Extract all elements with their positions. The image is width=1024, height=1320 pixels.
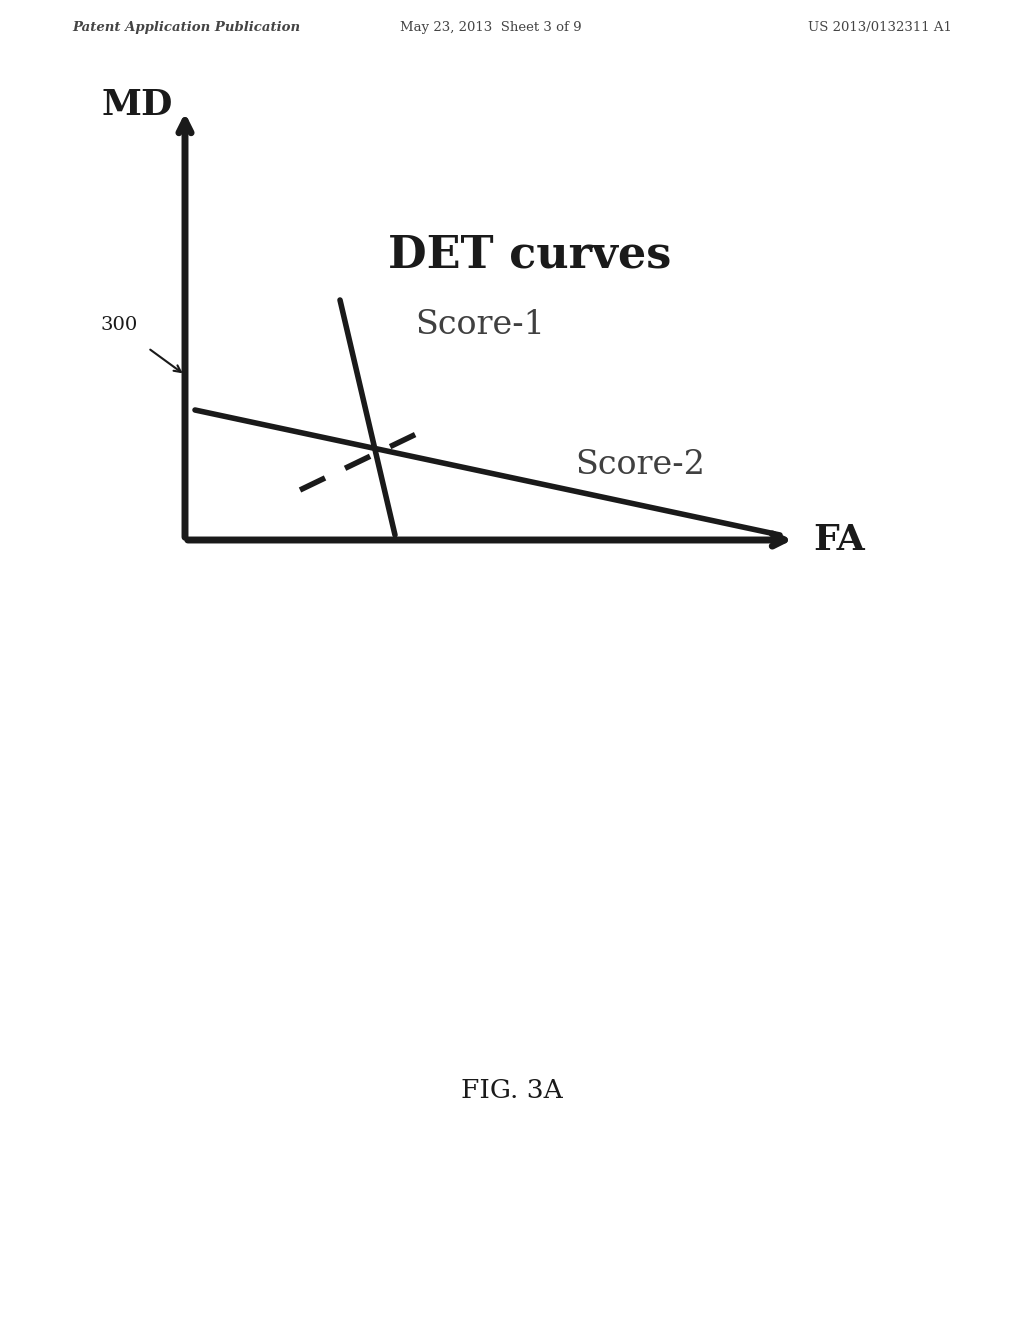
Text: MD: MD — [101, 88, 173, 121]
Text: DET curves: DET curves — [388, 234, 672, 276]
Text: Patent Application Publication: Patent Application Publication — [72, 21, 300, 33]
Text: FIG. 3A: FIG. 3A — [461, 1077, 563, 1102]
Text: 300: 300 — [100, 315, 137, 334]
Text: Score-1: Score-1 — [415, 309, 545, 341]
Text: FA: FA — [813, 523, 864, 557]
Text: May 23, 2013  Sheet 3 of 9: May 23, 2013 Sheet 3 of 9 — [400, 21, 582, 33]
Text: US 2013/0132311 A1: US 2013/0132311 A1 — [808, 21, 952, 33]
Text: Score-2: Score-2 — [575, 449, 705, 480]
